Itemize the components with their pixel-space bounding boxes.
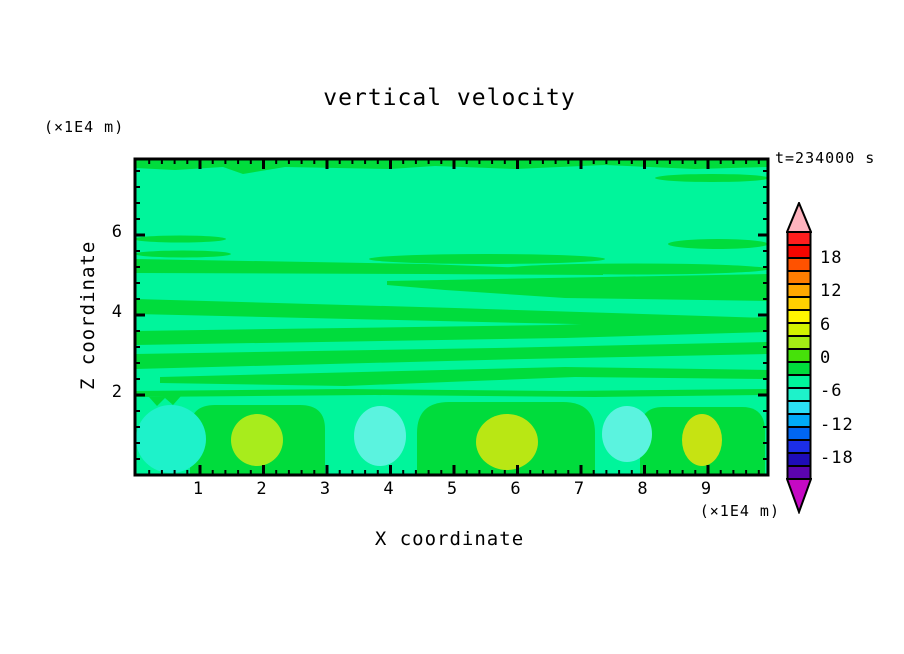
contour-fill [135, 342, 768, 369]
x-tick-label: 7 [573, 479, 585, 499]
plot-frame [133, 157, 770, 477]
time-stamp-label: t=234000 s [775, 149, 876, 167]
contour-fill [387, 274, 768, 301]
z-axis-unit-label: (×1E4 m) [44, 118, 125, 136]
colorbar-segment [786, 231, 812, 246]
z-tick-label: 4 [111, 302, 122, 322]
colorbar-segment [786, 452, 812, 467]
z-tick-label: 6 [111, 222, 122, 242]
z-tick-label: 2 [111, 382, 122, 402]
contour-fill [602, 406, 652, 462]
colorbar-segment [786, 387, 812, 402]
x-tick-label: 9 [700, 479, 712, 499]
colorbar-tick-label: -6 [820, 381, 843, 402]
contour-fill [476, 414, 538, 470]
colorbar-segment [786, 257, 812, 272]
colorbar-segment [786, 309, 812, 324]
colorbar-segment [786, 413, 812, 428]
colorbar-over-arrow [786, 202, 812, 233]
colorbar-segment [786, 296, 812, 311]
contour-plot [133, 157, 770, 477]
x-axis-title: X coordinate [374, 528, 525, 550]
colorbar-segment [786, 270, 812, 285]
colorbar [786, 202, 812, 514]
contour-fill [231, 414, 283, 466]
contour-fill [135, 317, 768, 345]
colorbar-tick-label: -18 [820, 448, 854, 469]
chart-title: vertical velocity [323, 85, 576, 111]
colorbar-segment [786, 348, 812, 363]
colorbar-segment [786, 465, 812, 480]
x-axis-unit-label: (×1E4 m) [699, 502, 780, 520]
colorbar-under-arrow [786, 478, 812, 514]
colorbar-tick-label: -12 [820, 414, 854, 435]
colorbar-tick-label: 6 [820, 314, 832, 335]
x-tick-label: 6 [510, 479, 521, 499]
contour-fill [135, 259, 603, 275]
contour-fill [135, 389, 768, 397]
contour-fill [682, 414, 722, 466]
contour-fill [134, 235, 226, 243]
contour-fill [135, 250, 231, 258]
contour-fill [369, 254, 605, 264]
x-tick-label: 4 [383, 479, 394, 499]
x-tick-label: 1 [192, 479, 204, 499]
contour-fill [136, 405, 206, 473]
contour-fill [149, 396, 181, 406]
contour-fill [354, 406, 406, 466]
contour-fill [655, 174, 769, 182]
colorbar-segment [786, 244, 812, 259]
colorbar-segment [786, 426, 812, 441]
colorbar-segment [786, 361, 812, 376]
contour-fill [135, 299, 768, 328]
contour-fill [135, 159, 768, 174]
x-tick-label: 5 [446, 479, 458, 499]
contour-fill [668, 239, 768, 249]
colorbar-segment [786, 283, 812, 298]
x-tick-label: 3 [319, 479, 331, 499]
contour-fill [160, 367, 768, 386]
colorbar-tick-label: 18 [820, 247, 843, 268]
colorbar-segment [786, 400, 812, 415]
colorbar-tick-label: 12 [820, 281, 843, 302]
colorbar-segment [786, 374, 812, 389]
colorbar-tick-label: 0 [820, 348, 832, 368]
x-tick-label: 2 [256, 479, 267, 499]
colorbar-segment [786, 335, 812, 350]
x-tick-label: 8 [637, 479, 648, 499]
colorbar-segment [786, 439, 812, 454]
colorbar-segment [786, 322, 812, 337]
